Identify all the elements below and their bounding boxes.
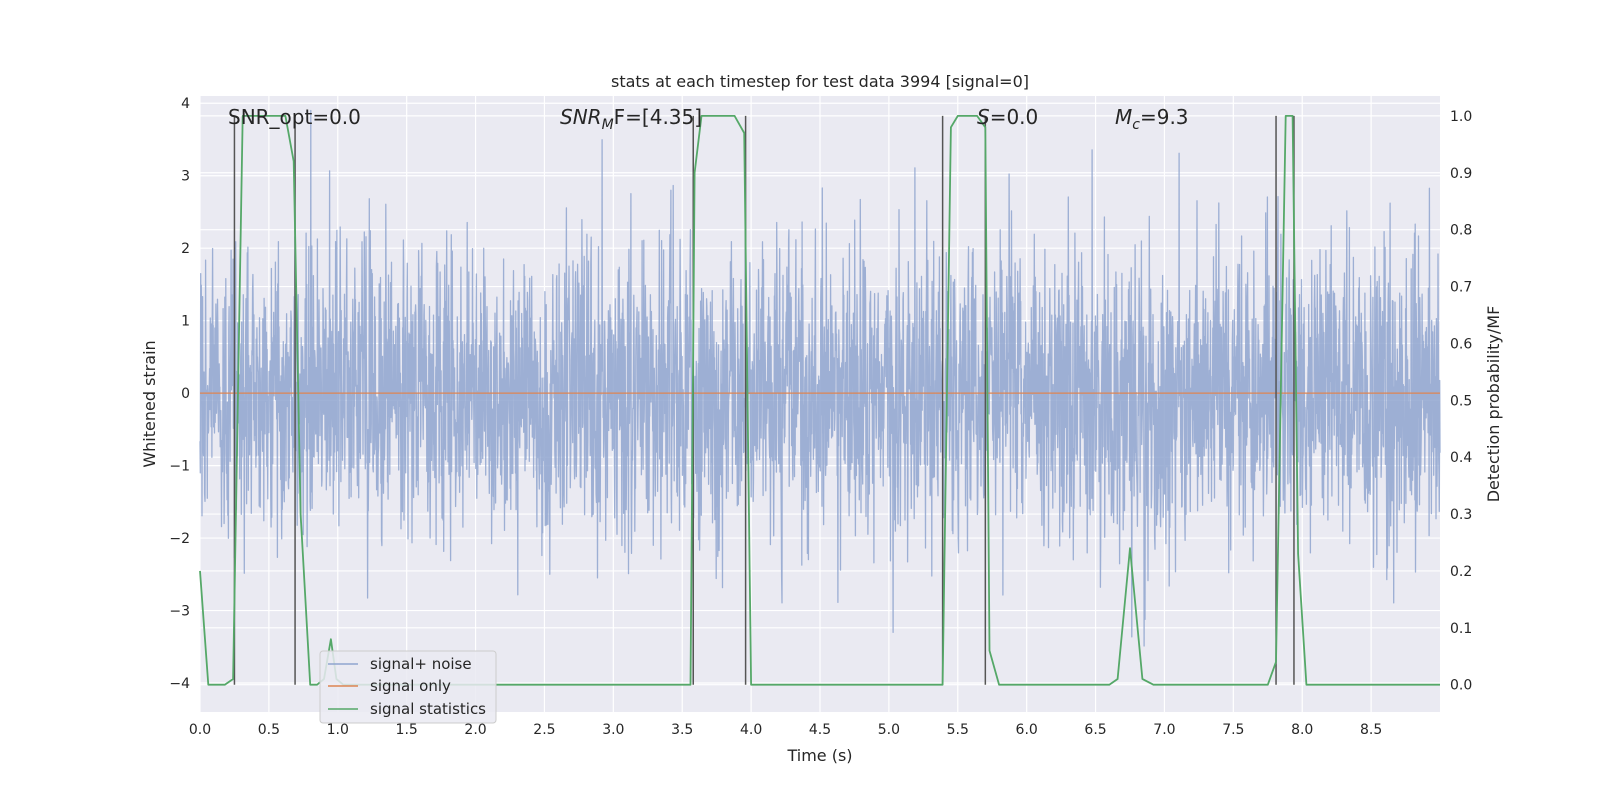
y2-axis-label: Detection probability/MF (1484, 306, 1503, 503)
x-tick-label: 3.0 (602, 722, 624, 738)
x-tick-label: 8.5 (1360, 722, 1382, 738)
y2-tick-label: 0.9 (1450, 166, 1472, 182)
x-axis-label: Time (s) (786, 746, 852, 765)
statistics-series (199, 115, 1440, 686)
x-tick-label: 4.5 (809, 722, 831, 738)
x-tick-label: 2.5 (533, 722, 555, 738)
x-tick-label: 1.0 (327, 722, 349, 738)
vertical-markers (233, 115, 1295, 685)
y2-tick-label: 0.3 (1450, 507, 1472, 523)
annotation-s-main: S (977, 105, 990, 129)
noise-series-line (199, 109, 1441, 647)
y2-tick-label: 0.1 (1450, 621, 1472, 637)
tick-labels: 0.0 0.5 1.0 1.5 2.0 2.5 3.0 3.5 4.0 4.5 5.0 5.5 6.0 6… (169, 96, 1472, 738)
annotation-s-rest: =0.0 (990, 105, 1039, 129)
y-tick-label: −3 (169, 604, 190, 620)
y-tick-label: −4 (169, 676, 190, 692)
y2-tick-label: 0.5 (1450, 393, 1472, 409)
legend-label-statistics: signal statistics (370, 700, 486, 718)
noise-series (199, 109, 1441, 647)
y2-tick-label: 0.7 (1450, 280, 1472, 296)
annotation-mc: Mc=9.3 (1115, 105, 1189, 133)
x-tick-label: 1.5 (396, 722, 418, 738)
y-tick-label: 3 (181, 169, 190, 185)
legend-label-noise: signal+ noise (370, 655, 472, 673)
y2-tick-label: 0.6 (1450, 336, 1472, 352)
annotation-snr-mf-sub: M (602, 117, 614, 133)
y2-tick-label: 0.4 (1450, 450, 1472, 466)
x-tick-label: 8.0 (1291, 722, 1313, 738)
legend-box (319, 650, 497, 724)
y-tick-label: −2 (169, 531, 190, 547)
annotation-snr-mf-rest: F=[4.35] (614, 105, 702, 129)
chart-title: stats at each timestep for test data 399… (611, 72, 1029, 91)
x-tick-label: 7.0 (1153, 722, 1175, 738)
x-tick-label: 2.0 (464, 722, 486, 738)
annotation-group: SNR_opt=0.0 SNRMF=[4.35] S=0.0 Mc=9.3 (228, 105, 1189, 133)
y2-tick-label: 0.0 (1450, 678, 1472, 694)
x-tick-label: 6.0 (1016, 722, 1038, 738)
x-tick-label: 0.5 (258, 722, 280, 738)
x-tick-label: 4.0 (740, 722, 762, 738)
x-tick-label: 7.5 (1222, 722, 1244, 738)
annotation-mc-main: M (1115, 105, 1132, 129)
legend-label-signal: signal only (370, 677, 451, 695)
y-tick-label: 2 (181, 241, 190, 257)
annotation-mc-sub: c (1132, 117, 1140, 133)
y2-tick-label: 0.8 (1450, 223, 1472, 239)
annotation-snr-opt: SNR_opt=0.0 (228, 105, 361, 129)
y-tick-label: 4 (181, 96, 190, 112)
x-tick-label: 3.5 (671, 722, 693, 738)
x-tick-label: 5.0 (878, 722, 900, 738)
statistics-line (199, 115, 1440, 686)
y-tick-label: 1 (181, 314, 190, 330)
annotation-snr-mf-main: SNR (560, 105, 602, 129)
y-tick-label: 0 (181, 386, 190, 402)
y2-tick-label: 0.2 (1450, 564, 1472, 580)
x-tick-label: 6.5 (1084, 722, 1106, 738)
annotation-s: S=0.0 (977, 105, 1038, 129)
y-axis-label: Whitened strain (140, 340, 159, 467)
annotation-mc-rest: =9.3 (1140, 105, 1189, 129)
y-tick-label: −1 (169, 459, 190, 475)
x-tick-label: 0.0 (189, 722, 211, 738)
annotation-snr-mf: SNRMF=[4.35] (560, 105, 702, 133)
legend: signal+ noise signal only signal statist… (319, 650, 497, 724)
x-tick-label: 5.5 (947, 722, 969, 738)
y2-tick-label: 1.0 (1450, 109, 1472, 125)
